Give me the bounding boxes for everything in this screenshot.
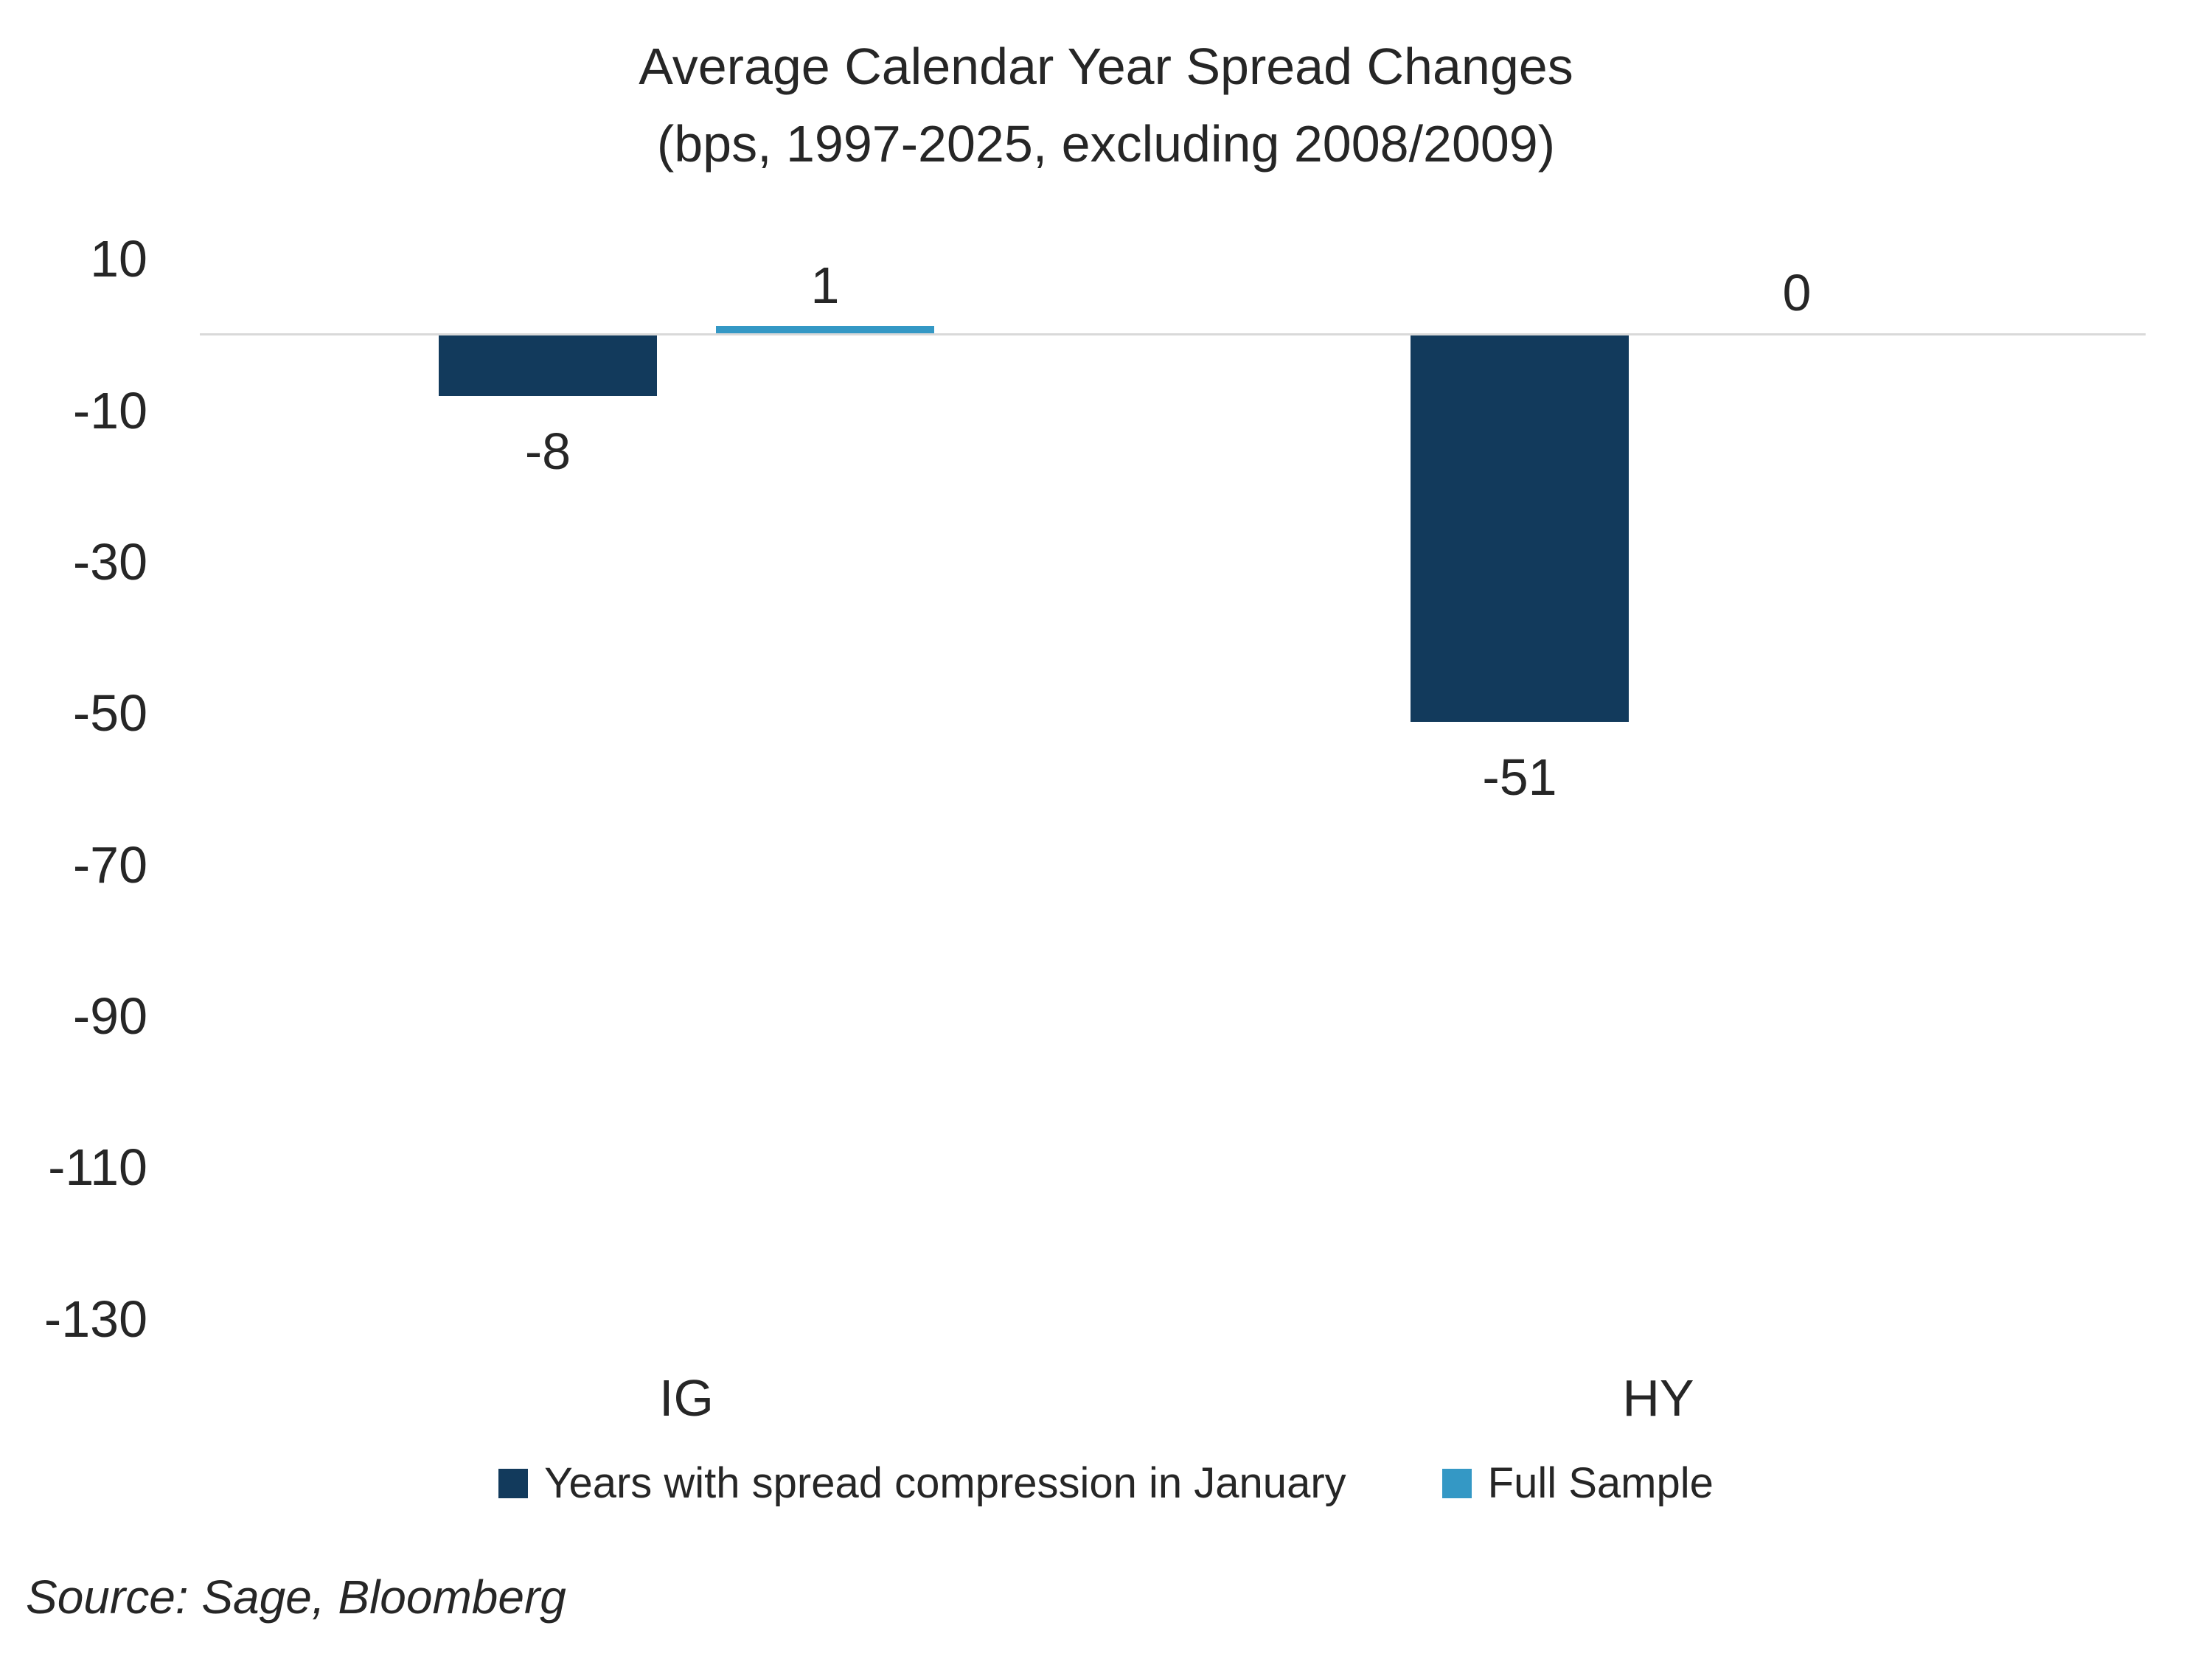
bar-ig-navy	[439, 335, 657, 397]
bar-hy-navy	[1411, 335, 1629, 722]
category-label-hy: HY	[1622, 1369, 1694, 1427]
legend-label-full-sample: Full Sample	[1487, 1459, 1714, 1507]
legend-item-full-sample: Full Sample	[1441, 1458, 1714, 1508]
y-axis-tick-label: 10	[90, 230, 147, 288]
source-text: Source: Sage, Bloomberg	[26, 1571, 566, 1624]
data-label: -51	[1482, 748, 1557, 806]
data-label: -8	[524, 422, 571, 481]
chart-title: Average Calendar Year Spread Changes (bp…	[0, 28, 2212, 183]
y-axis-tick-label: -70	[72, 835, 147, 894]
legend: Years with spread compression in January…	[0, 1458, 2212, 1508]
y-axis-tick-label: -130	[44, 1290, 147, 1348]
y-axis-tick-label: -110	[48, 1138, 147, 1197]
zero-baseline-gridline	[200, 333, 2146, 335]
legend-swatch-blue-icon	[1441, 1468, 1472, 1498]
legend-item-spread-compression: Years with spread compression in January	[498, 1458, 1346, 1508]
data-label: 1	[810, 256, 840, 314]
y-axis-tick-label: -90	[72, 987, 147, 1045]
y-axis-tick-label: -10	[72, 381, 147, 439]
chart-title-line2: (bps, 1997-2025, excluding 2008/2009)	[656, 115, 1556, 173]
category-label-ig: IG	[659, 1369, 714, 1427]
data-label: 0	[1782, 264, 1812, 321]
legend-label-spread-compression: Years with spread compression in January	[544, 1459, 1346, 1507]
chart-title-line1: Average Calendar Year Spread Changes	[639, 38, 1573, 95]
bar-ig-blue	[716, 325, 934, 333]
y-axis-tick-label: -30	[72, 532, 147, 591]
legend-swatch-navy-icon	[498, 1468, 529, 1498]
y-axis-tick-label: -50	[72, 684, 147, 742]
